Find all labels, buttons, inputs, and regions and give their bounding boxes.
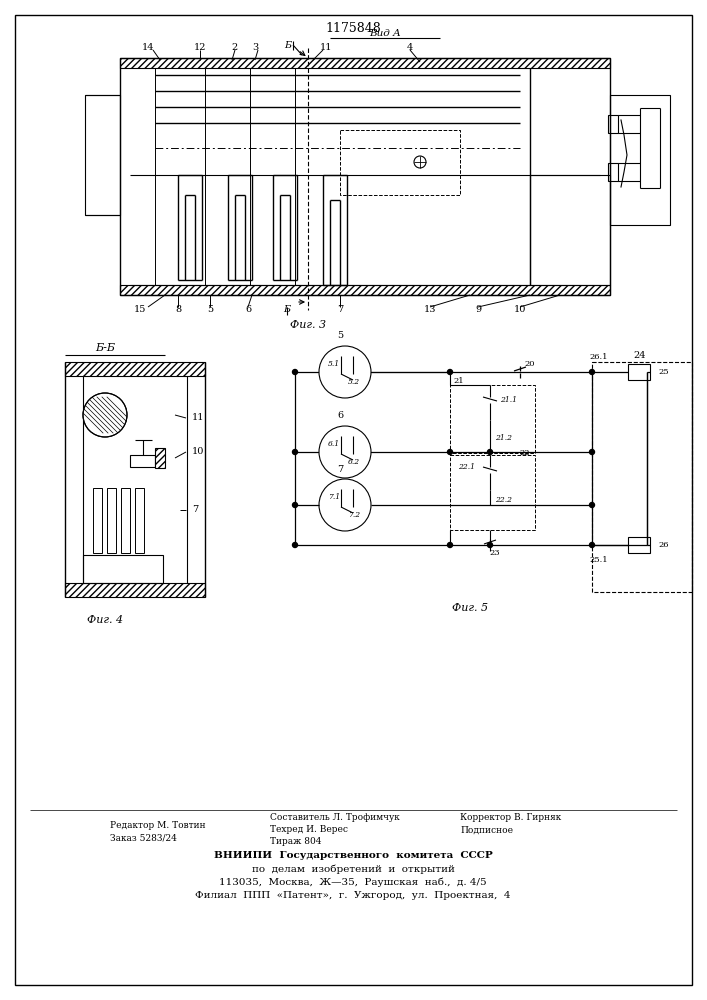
Text: 6: 6: [337, 412, 343, 420]
Bar: [107, 488, 116, 553]
Text: Подписное: Подписное: [460, 826, 513, 834]
Text: Фиг. 5: Фиг. 5: [452, 603, 488, 613]
Text: 2: 2: [232, 42, 238, 51]
Text: 5.2: 5.2: [348, 378, 360, 386]
Text: Тираж 804: Тираж 804: [270, 838, 322, 846]
Text: 5.1: 5.1: [328, 360, 340, 368]
Circle shape: [293, 502, 298, 508]
Bar: [340, 130, 460, 195]
Text: 20: 20: [525, 360, 535, 368]
Text: Фиг. 3: Фиг. 3: [290, 320, 326, 330]
Text: 21.2: 21.2: [495, 434, 512, 442]
Circle shape: [590, 369, 595, 374]
Text: 9: 9: [475, 306, 481, 314]
Text: 6.1: 6.1: [328, 440, 340, 448]
Text: 22.2: 22.2: [495, 496, 512, 504]
Text: 21: 21: [453, 377, 464, 385]
Bar: [592, 362, 692, 592]
Bar: [130, 455, 155, 467]
Text: 7: 7: [192, 506, 198, 514]
Text: 10: 10: [192, 448, 204, 456]
Text: 7.1: 7.1: [328, 493, 340, 501]
Text: 8: 8: [175, 306, 181, 314]
Text: 21.1: 21.1: [500, 396, 517, 404]
Text: 7: 7: [337, 306, 343, 314]
Circle shape: [319, 479, 371, 531]
Bar: [135, 488, 144, 553]
Text: 25: 25: [658, 368, 669, 376]
Text: 6.2: 6.2: [348, 458, 360, 466]
Text: по  делам  изобретений  и  открытий: по делам изобретений и открытий: [252, 864, 455, 874]
Circle shape: [488, 450, 493, 454]
Circle shape: [83, 393, 127, 437]
Bar: [83, 555, 163, 583]
Bar: [450, 385, 535, 453]
Text: 12: 12: [194, 42, 206, 51]
Bar: [65, 362, 205, 376]
Text: 14: 14: [141, 42, 154, 51]
Text: Вид A: Вид A: [369, 29, 401, 38]
Circle shape: [448, 369, 452, 374]
Bar: [628, 364, 650, 380]
Circle shape: [590, 502, 595, 508]
Text: 1175848: 1175848: [325, 21, 381, 34]
Bar: [530, 175, 610, 285]
Circle shape: [319, 426, 371, 478]
Text: 113035,  Москва,  Ж—35,  Раушская  наб.,  д. 4/5: 113035, Москва, Ж—35, Раушская наб., д. …: [219, 877, 487, 887]
Text: 22.1: 22.1: [458, 463, 475, 471]
Text: 7.2: 7.2: [348, 511, 360, 519]
Text: 7: 7: [337, 464, 343, 474]
Text: 26: 26: [658, 541, 669, 549]
Text: 24: 24: [633, 352, 646, 360]
Bar: [610, 95, 670, 225]
Text: Б-Б: Б-Б: [95, 343, 115, 353]
Bar: [93, 488, 102, 553]
Bar: [121, 488, 130, 553]
Bar: [608, 115, 618, 133]
Text: 25.1: 25.1: [590, 556, 608, 564]
Text: Составитель Л. Трофимчук: Составитель Л. Трофимчук: [270, 814, 399, 822]
Bar: [120, 58, 610, 68]
Text: 10: 10: [514, 306, 526, 314]
Text: 11: 11: [320, 42, 332, 51]
Text: 13: 13: [423, 306, 436, 314]
Circle shape: [590, 542, 595, 548]
Circle shape: [319, 346, 371, 398]
Bar: [155, 448, 165, 468]
Text: ВНИИПИ  Государственного  комитета  СССР: ВНИИПИ Государственного комитета СССР: [214, 852, 492, 860]
Text: Заказ 5283/24: Заказ 5283/24: [110, 834, 177, 842]
Text: Корректор В. Гирняк: Корректор В. Гирняк: [460, 814, 561, 822]
Circle shape: [448, 450, 452, 454]
Text: 22: 22: [520, 449, 530, 457]
Circle shape: [293, 542, 298, 548]
Text: 5: 5: [207, 306, 213, 314]
Bar: [85, 95, 120, 215]
Bar: [120, 58, 610, 295]
Text: 26.1: 26.1: [590, 353, 608, 361]
Text: 23: 23: [490, 549, 501, 557]
Circle shape: [448, 542, 452, 548]
Text: 5: 5: [337, 332, 343, 340]
Circle shape: [488, 542, 493, 548]
Text: Б: Б: [284, 40, 291, 49]
Bar: [120, 285, 610, 295]
Text: Филиал  ППП  «Патент»,  г.  Ужгород,  ул.  Проектная,  4: Филиал ППП «Патент», г. Ужгород, ул. Про…: [195, 890, 510, 900]
Text: 4: 4: [407, 42, 413, 51]
Text: 6: 6: [245, 306, 251, 314]
Bar: [628, 537, 650, 553]
Circle shape: [414, 156, 426, 168]
Bar: [65, 583, 205, 597]
Text: 11: 11: [192, 414, 204, 422]
Bar: [608, 163, 618, 181]
Circle shape: [293, 369, 298, 374]
Circle shape: [590, 450, 595, 454]
Text: Техред И. Верес: Техред И. Верес: [270, 826, 348, 834]
Bar: [450, 455, 535, 530]
Circle shape: [293, 450, 298, 454]
Text: 15: 15: [134, 306, 146, 314]
Text: Фиг. 4: Фиг. 4: [87, 615, 123, 625]
Text: Редактор М. Товтин: Редактор М. Товтин: [110, 820, 206, 830]
Text: Б: Б: [284, 306, 291, 314]
Text: 3: 3: [252, 42, 258, 51]
